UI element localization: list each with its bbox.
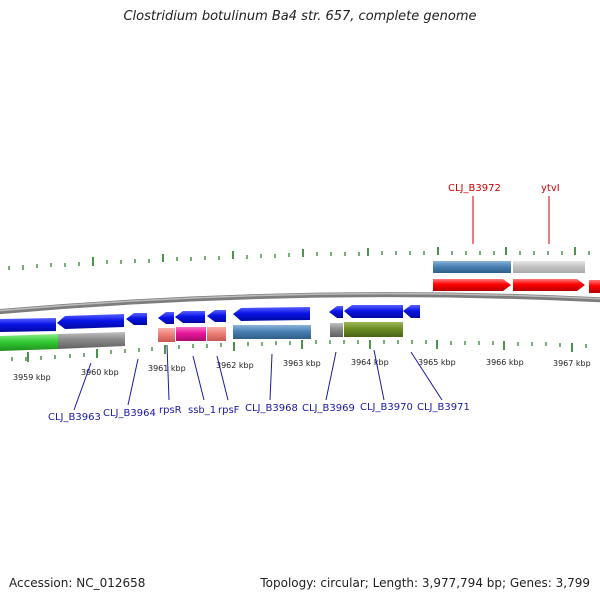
gene-bar-clj-b3969[interactable] — [330, 323, 343, 337]
gene-label[interactable]: CLJ_B3972 — [448, 183, 501, 194]
scale-label: 3959 kbp — [13, 373, 51, 382]
scale-label: 3960 kbp — [81, 368, 119, 377]
cds-arrow-clj-b3971[interactable] — [403, 305, 420, 318]
cds-arrow-small-1[interactable] — [126, 313, 147, 325]
cds-arrow-rpsf[interactable] — [207, 310, 226, 322]
scale-label: 3962 kbp — [216, 361, 254, 370]
bottom-tick-track — [11, 340, 587, 362]
gene-bar-ssb1[interactable] — [176, 327, 206, 341]
top-tick-track — [8, 247, 590, 270]
scale-label: 3963 kbp — [283, 359, 321, 368]
genome-title: Clostridium botulinum Ba4 str. 657, comp… — [123, 9, 477, 24]
scale-label: 3961 kbp — [148, 364, 186, 373]
cds-arrow-clj-b3970[interactable] — [344, 305, 403, 318]
gene-label[interactable]: CLJ_B3970 — [360, 402, 413, 413]
cds-arrow-clj-b3972[interactable] — [433, 279, 511, 291]
gene-label[interactable]: CLJ_B3971 — [417, 402, 470, 413]
genome-summary: Topology: circular; Length: 3,977,794 bp… — [260, 576, 590, 590]
gene-bar-clj-b3964-gray[interactable] — [58, 332, 125, 349]
gene-label[interactable]: rpsF — [218, 405, 240, 416]
scale-labels: 3959 kbp 3960 kbp 3961 kbp 3962 kbp 3963… — [13, 358, 591, 382]
bottom-gene-labels: CLJ_B3963 CLJ_B3964 rpsR ssb_1 rpsF CLJ_… — [48, 402, 470, 423]
cds-arrow-clj-b3964[interactable] — [57, 314, 124, 329]
gene-bar-clj-b3968[interactable] — [233, 325, 311, 339]
gene-bar-clj-b3963-green[interactable] — [0, 334, 58, 351]
top-gene-labels: CLJ_B3972 ytvI — [448, 183, 560, 194]
gene-bar-rpsr[interactable] — [158, 328, 175, 342]
gene-label[interactable]: CLJ_B3963 — [48, 412, 101, 423]
gene-label[interactable]: CLJ_B3969 — [302, 403, 355, 414]
cds-arrow-rpsr[interactable] — [158, 312, 174, 324]
cds-arrow-ytvi[interactable] — [513, 279, 585, 291]
scale-label: 3967 kbp — [553, 359, 591, 368]
cds-arrow-clj-b3969[interactable] — [329, 306, 343, 318]
gene-label[interactable]: ssb_1 — [188, 405, 216, 416]
scale-label: 3964 kbp — [351, 358, 389, 367]
gene-bar-rpsf[interactable] — [207, 327, 226, 341]
gene-bar-ytvi[interactable] — [513, 261, 585, 273]
genome-backbone — [0, 292, 600, 315]
gene-label[interactable]: CLJ_B3964 — [103, 408, 156, 419]
gene-label[interactable]: CLJ_B3968 — [245, 403, 298, 414]
top-leader-lines — [472, 196, 550, 244]
accession-info: Accession: NC_012658 — [9, 576, 146, 590]
bottom-leader-lines — [73, 344, 443, 411]
cds-arrow-ssb1[interactable] — [175, 311, 205, 323]
scale-label: 3965 kbp — [418, 358, 456, 367]
cds-arrow-next[interactable] — [589, 280, 600, 293]
cds-arrow-clj-b3963[interactable] — [0, 318, 56, 332]
scale-label: 3966 kbp — [486, 358, 524, 367]
gene-bar-clj-b3970[interactable] — [344, 322, 403, 337]
cds-arrow-clj-b3968[interactable] — [233, 307, 310, 321]
gene-label[interactable]: rpsR — [159, 405, 182, 416]
gene-bar-clj-b3972[interactable] — [433, 261, 511, 273]
gene-label[interactable]: ytvI — [541, 183, 560, 194]
